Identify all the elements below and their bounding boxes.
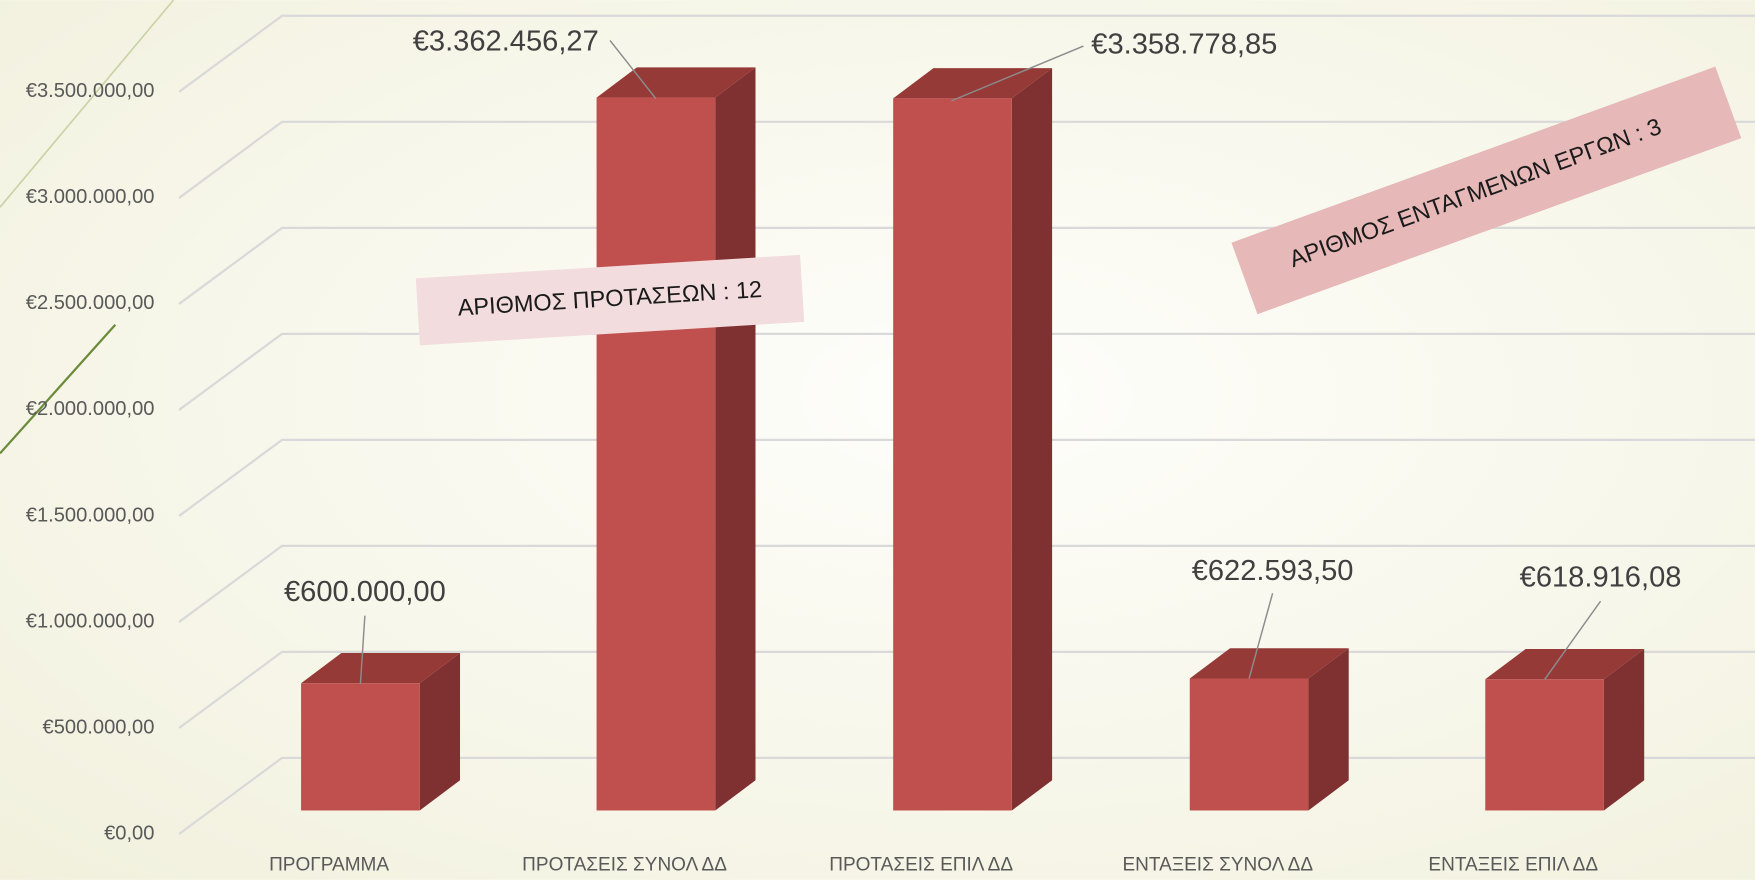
leader-line (1248, 593, 1274, 679)
y-tick-label: €1.500.000,00 (26, 504, 155, 526)
y-tick-label: €500.000,00 (43, 716, 155, 738)
bar-top (301, 653, 461, 684)
y-tick-label: €2.500.000,00 (26, 292, 155, 314)
bar (596, 67, 756, 811)
x-tick-label: ΠΡΟΓΡΑΜΜΑ (269, 854, 389, 875)
annotation-bg (415, 254, 805, 346)
bar-top (1485, 649, 1645, 680)
y-tick-label: €2.000.000,00 (26, 398, 155, 420)
bar-front (1189, 678, 1309, 811)
y-tick-label: €3.500.000,00 (26, 80, 155, 102)
annotation-box: ΑΡΙΘΜΟΣ ΠΡΟΤΑΣΕΩΝ : 12 (415, 254, 805, 346)
data-label: €618.916,08 (1520, 561, 1682, 593)
data-label: €622.593,50 (1192, 555, 1354, 587)
bar-front (301, 683, 420, 811)
bar (1485, 649, 1645, 811)
grid-line (178, 14, 1755, 93)
leader-line (951, 45, 1084, 102)
leader-line (359, 615, 366, 685)
grid-line (178, 332, 1755, 411)
bar-side (419, 653, 461, 811)
data-label: €600.000,00 (284, 576, 446, 608)
leader-line (1543, 600, 1602, 680)
y-tick-label: €3.000.000,00 (26, 186, 155, 208)
bar-side (715, 67, 756, 811)
y-tick-label: €1.000.000,00 (26, 610, 155, 632)
grid-line (178, 438, 1755, 517)
x-tick-label: ΕΝΤΑΞΕΙΣ ΣΥΝΟΛ ΔΔ (1122, 854, 1313, 875)
bar-top (1189, 648, 1349, 679)
bar (1189, 648, 1349, 811)
annotation-bg (1231, 66, 1742, 315)
bar (893, 68, 1053, 811)
grid-line (178, 120, 1755, 199)
data-label: €3.358.778,85 (1091, 29, 1277, 61)
bar (301, 653, 461, 811)
grid-line (178, 226, 1755, 305)
y-tick-label: €0,00 (104, 822, 154, 844)
leader-line (609, 39, 657, 100)
grid-line (178, 544, 1755, 623)
data-label: €3.362.456,27 (413, 25, 599, 57)
bar-front (1485, 679, 1604, 811)
x-tick-label: ΠΡΟΤΑΣΕΙΣ ΕΠΙΛ ΔΔ (829, 854, 1013, 875)
x-tick-label: ΠΡΟΤΑΣΕΙΣ ΣΥΝΟΛ ΔΔ (522, 854, 727, 875)
decoration (0, 0, 175, 208)
bar-front (893, 98, 1012, 811)
bar-front (596, 97, 716, 811)
bar-side (1603, 649, 1645, 811)
bar-side (1308, 648, 1349, 811)
decoration (0, 323, 117, 455)
bar-side (1011, 68, 1053, 811)
x-tick-label: ΕΝΤΑΞΕΙΣ ΕΠΙΛ ΔΔ (1428, 854, 1598, 875)
